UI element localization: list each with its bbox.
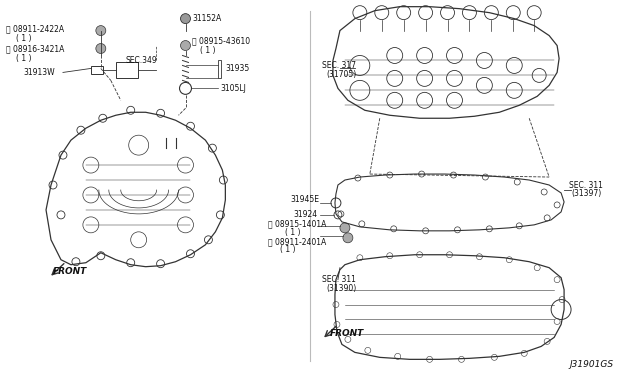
Circle shape: [77, 126, 85, 134]
Circle shape: [209, 144, 216, 152]
Text: 3105LJ: 3105LJ: [220, 84, 246, 93]
Text: 31913W: 31913W: [23, 68, 55, 77]
Text: FRONT: FRONT: [53, 267, 87, 276]
Text: (31705): (31705): [326, 70, 356, 79]
Bar: [91, 67, 103, 74]
Text: SEC. 311: SEC. 311: [569, 180, 603, 189]
Text: Ⓝ 08915-43610: Ⓝ 08915-43610: [193, 36, 251, 45]
Circle shape: [96, 26, 106, 36]
Text: 31935: 31935: [225, 64, 250, 73]
Text: SEC. 317: SEC. 317: [322, 61, 356, 70]
Text: ( 1 ): ( 1 ): [285, 228, 301, 237]
Circle shape: [220, 176, 227, 184]
Text: 31924: 31924: [293, 211, 317, 219]
Circle shape: [180, 41, 191, 51]
Circle shape: [127, 259, 134, 267]
Text: (31390): (31390): [326, 284, 356, 293]
Bar: [116, 62, 138, 78]
Circle shape: [186, 250, 195, 258]
Circle shape: [186, 122, 195, 130]
Circle shape: [127, 106, 134, 114]
Text: SEC.349: SEC.349: [125, 56, 157, 65]
Circle shape: [57, 211, 65, 219]
Circle shape: [97, 252, 105, 260]
Bar: [218, 61, 221, 78]
Circle shape: [180, 14, 191, 23]
Text: SEC. 311: SEC. 311: [322, 275, 356, 284]
Text: Ⓝ 08911-2401A: Ⓝ 08911-2401A: [268, 237, 326, 246]
Circle shape: [343, 233, 353, 243]
Circle shape: [59, 151, 67, 159]
Circle shape: [49, 181, 57, 189]
Text: ( 1 ): ( 1 ): [16, 54, 31, 63]
Text: J31901GS: J31901GS: [569, 360, 613, 369]
Circle shape: [340, 223, 350, 233]
Text: FRONT: FRONT: [330, 329, 364, 338]
Circle shape: [216, 211, 225, 219]
Text: ( 1 ): ( 1 ): [16, 34, 31, 43]
Circle shape: [72, 258, 80, 266]
Text: Ⓝ 08911-2422A: Ⓝ 08911-2422A: [6, 24, 64, 33]
Circle shape: [204, 236, 212, 244]
Circle shape: [99, 114, 107, 122]
Text: 31152A: 31152A: [193, 14, 221, 23]
Text: ( 1 ): ( 1 ): [280, 245, 296, 254]
Text: 31945E: 31945E: [290, 195, 319, 205]
Text: Ⓝ 08915-1401A: Ⓝ 08915-1401A: [268, 219, 326, 228]
Circle shape: [157, 260, 164, 268]
Text: ( 1 ): ( 1 ): [200, 46, 216, 55]
Text: Ⓛ 08916-3421A: Ⓛ 08916-3421A: [6, 44, 65, 53]
Circle shape: [96, 44, 106, 54]
Text: (31397): (31397): [571, 189, 602, 199]
Circle shape: [157, 109, 164, 117]
